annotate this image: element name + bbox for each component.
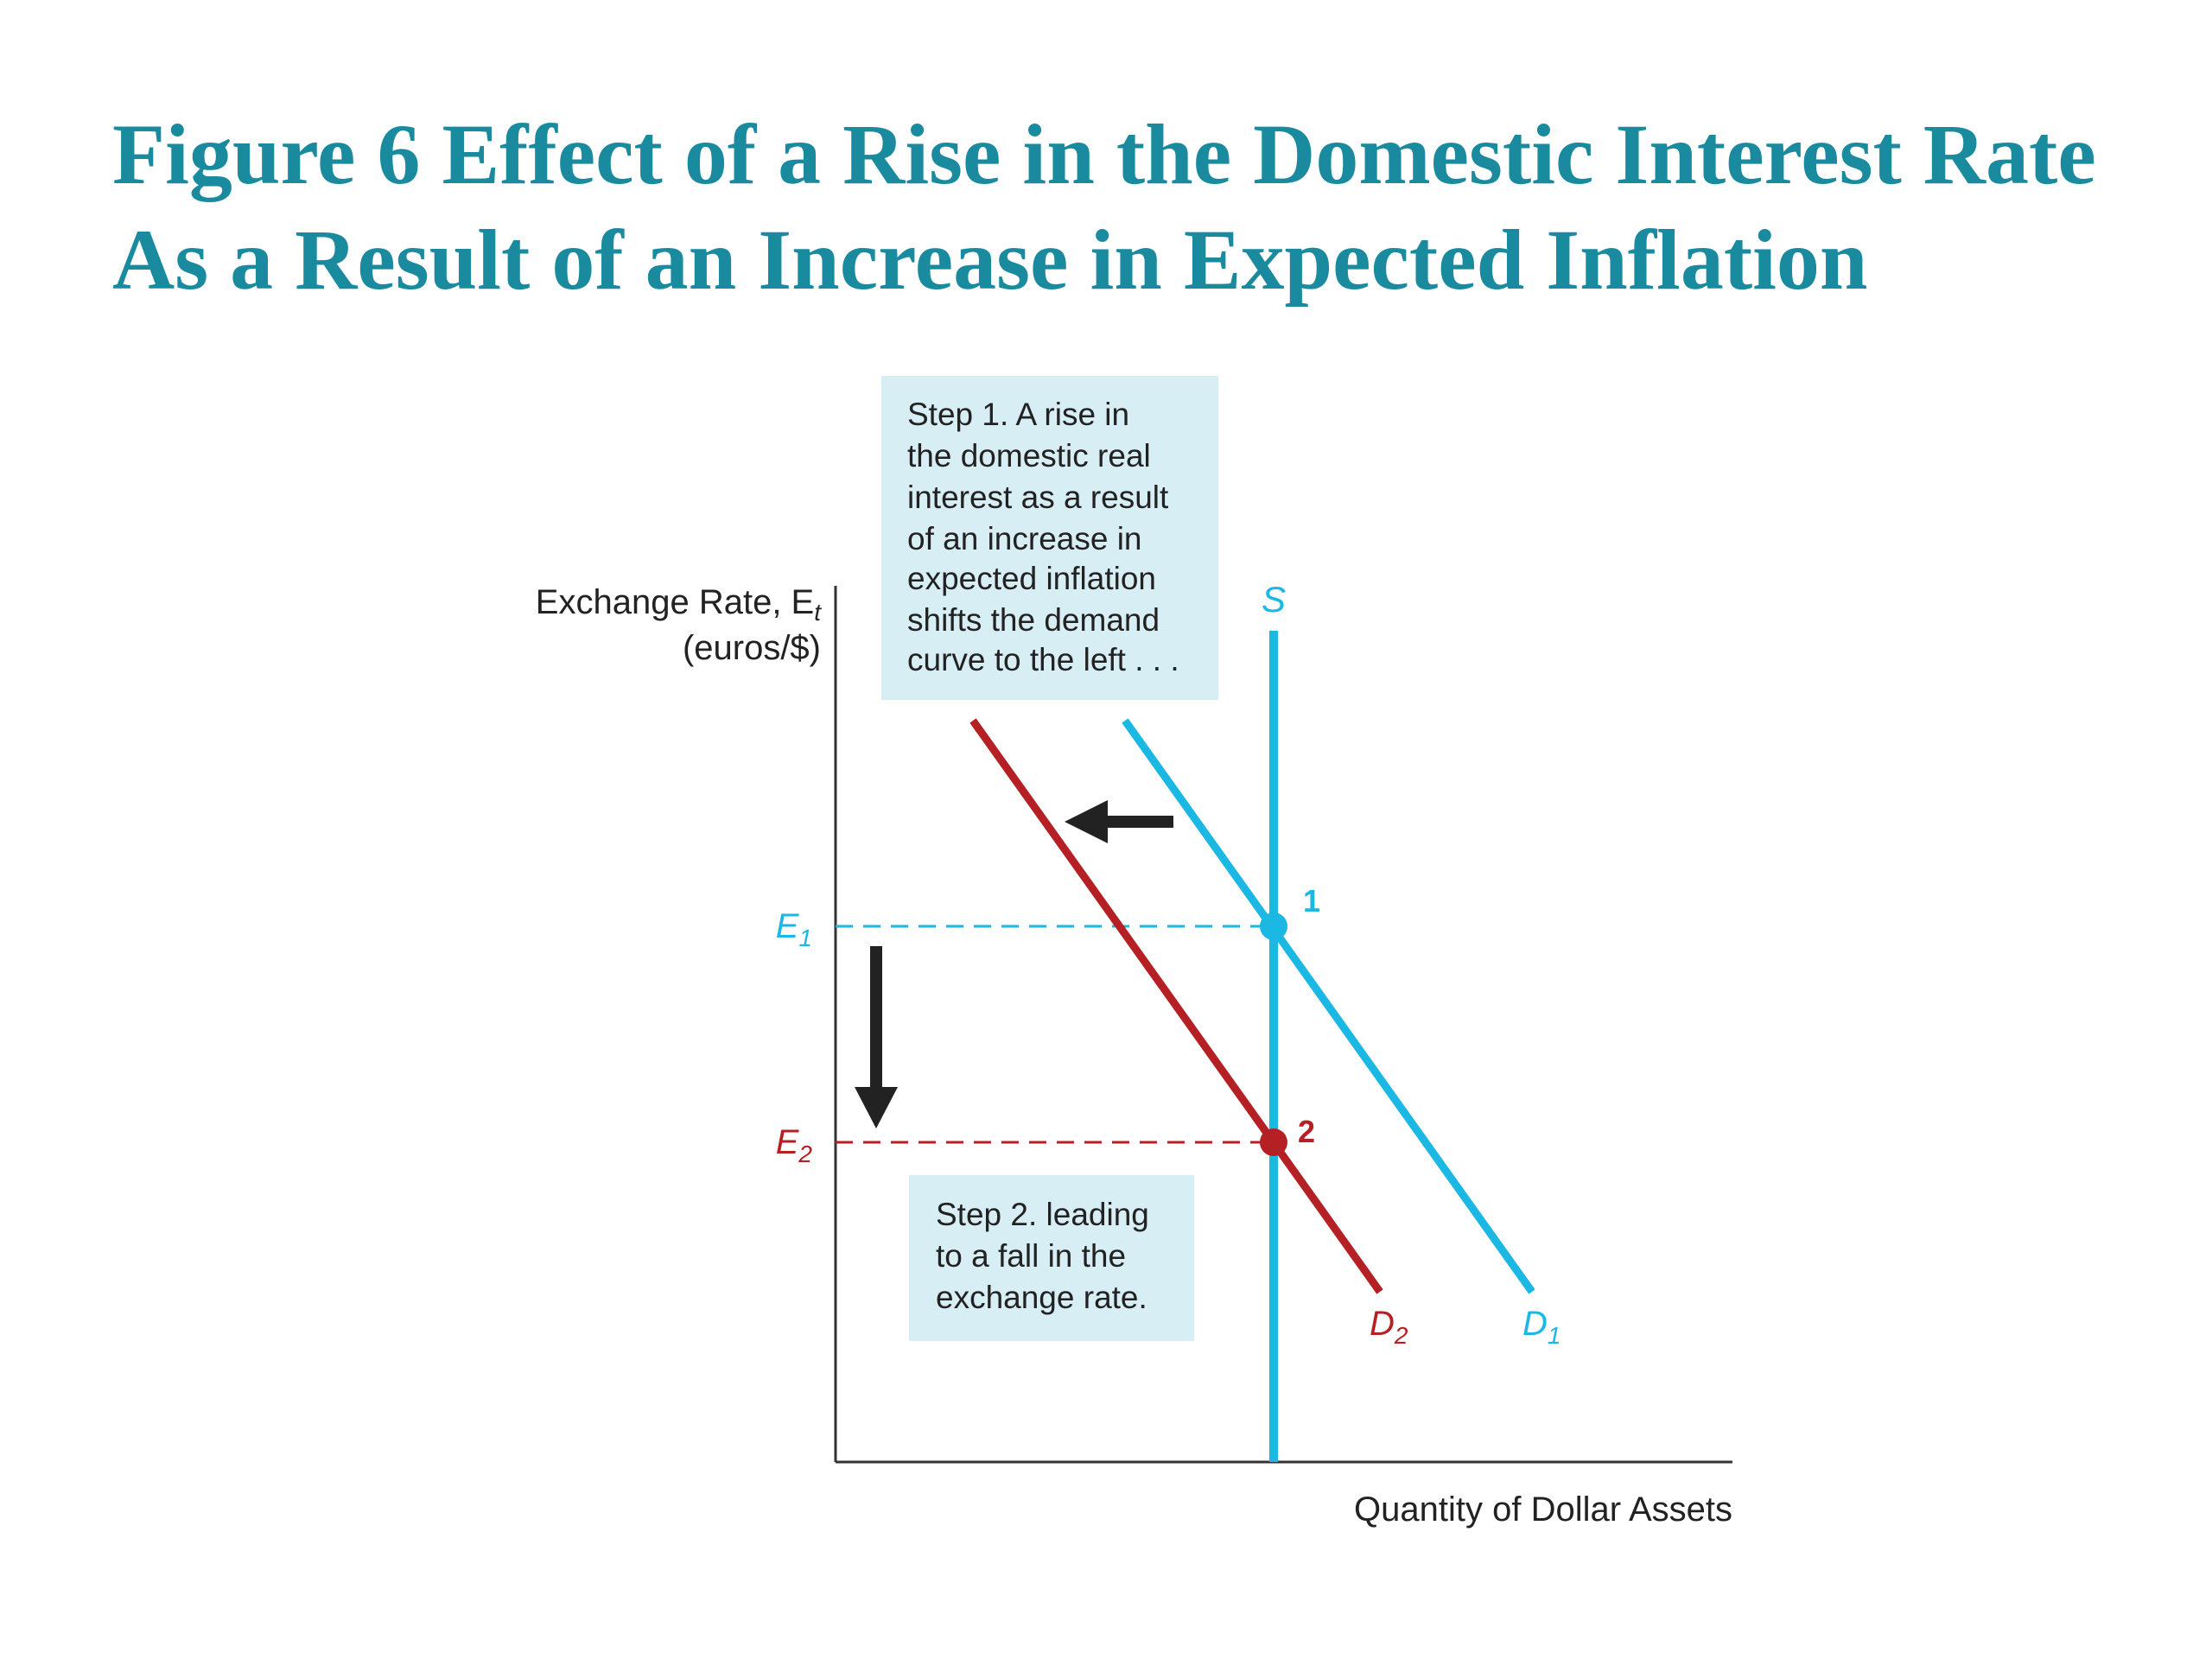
supply-label: S xyxy=(1262,579,1286,620)
x-axis-label: Quantity of Dollar Assets xyxy=(1354,1491,1732,1529)
e2-label: E2 xyxy=(776,1123,813,1167)
demand-curve-d1 xyxy=(1122,718,1535,1294)
step2-callout-box xyxy=(909,1175,1194,1341)
point-1-label: 1 xyxy=(1303,883,1320,918)
point-2-label: 2 xyxy=(1298,1114,1315,1149)
equilibrium-point-1 xyxy=(1260,912,1287,940)
title-line-2: As a Result of an Increase in Expected I… xyxy=(112,212,1868,308)
d2-label: D2 xyxy=(1370,1305,1408,1349)
left-shift-arrow-icon xyxy=(1065,800,1173,843)
e1-label: E1 xyxy=(776,907,812,951)
step1-callout-box xyxy=(881,376,1218,700)
y-axis-label: Exchange Rate, Et xyxy=(536,583,822,626)
title-line-1: Figure 6 Effect of a Rise in the Domesti… xyxy=(112,106,2096,202)
y-axis-units: (euros/$) xyxy=(683,629,821,667)
slide-title: Figure 6 Effect of a Rise in the Domesti… xyxy=(112,102,2169,313)
down-arrow-icon xyxy=(855,946,898,1128)
demand-curve-d2 xyxy=(969,718,1383,1294)
step1-callout-text: Step 1. A rise in the domestic real inte… xyxy=(907,397,1179,677)
step2-callout-text: Step 2. leading to a fall in the exchang… xyxy=(936,1197,1158,1315)
d1-label: D1 xyxy=(1522,1305,1560,1349)
equilibrium-point-2 xyxy=(1260,1128,1287,1156)
